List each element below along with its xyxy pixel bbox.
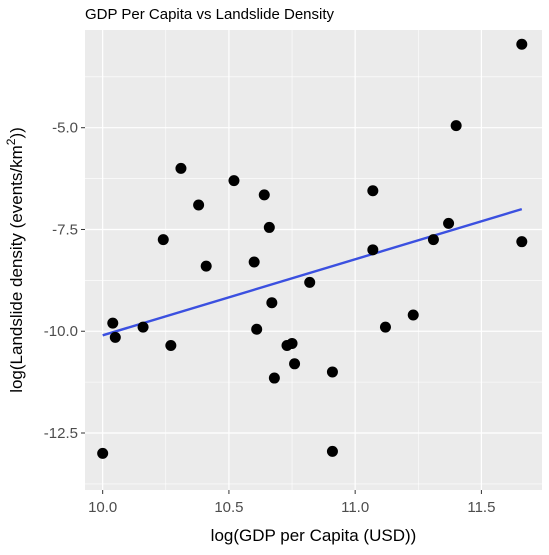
x-tick-label: 11.5 (467, 499, 495, 516)
data-point (193, 199, 205, 211)
data-point (427, 234, 439, 246)
y-axis-label-main: log(Landslide density (events/km (7, 145, 26, 393)
data-point (258, 189, 270, 201)
data-point (407, 309, 419, 321)
data-point (326, 445, 338, 457)
data-point (228, 175, 240, 187)
y-tick-label: -10.0 (44, 323, 78, 340)
data-point (286, 337, 298, 349)
data-points (97, 38, 528, 459)
data-point (268, 372, 280, 384)
data-point (109, 331, 121, 343)
data-point (266, 297, 278, 309)
y-axis-label-superscript: 2 (4, 138, 18, 145)
data-point (251, 323, 263, 335)
major-gridlines (85, 30, 542, 490)
data-point (263, 221, 275, 233)
chart-title: GDP Per Capita vs Landslide Density (85, 6, 335, 23)
data-point (367, 244, 379, 256)
data-point (97, 447, 109, 459)
data-point (516, 236, 528, 248)
y-tick-label: -7.5 (52, 221, 78, 238)
trend-line (102, 207, 523, 337)
data-point (443, 217, 455, 229)
y-axis-label: log(Landslide density (events/km2)) (4, 127, 26, 393)
data-point (165, 339, 177, 351)
data-point (450, 120, 462, 132)
data-point (137, 321, 149, 333)
data-point (304, 276, 316, 288)
data-point (107, 317, 119, 329)
x-axis-label: log(GDP per Capita (USD)) (211, 526, 417, 545)
x-tick-label: 10.5 (214, 499, 243, 516)
y-tick-label: -5.0 (52, 120, 78, 137)
x-tick-label: 11.0 (341, 499, 369, 516)
data-point (379, 321, 391, 333)
data-point (367, 185, 379, 197)
y-tick-label: -12.5 (44, 425, 78, 442)
data-point (200, 260, 212, 272)
trend-line-layer (102, 207, 523, 337)
data-point (175, 162, 187, 174)
data-point (326, 366, 338, 378)
data-point (289, 358, 301, 370)
plot-panel (85, 30, 542, 490)
y-axis-ticks: -12.5 -10.0 -7.5 -5.0 (44, 120, 85, 442)
data-point (516, 38, 528, 50)
x-axis-ticks: 10.0 10.5 11.0 11.5 (88, 490, 495, 516)
x-tick-label: 10.0 (88, 499, 117, 516)
data-point (248, 256, 260, 268)
data-point (157, 234, 169, 246)
y-axis-label-tail: )) (7, 127, 26, 138)
